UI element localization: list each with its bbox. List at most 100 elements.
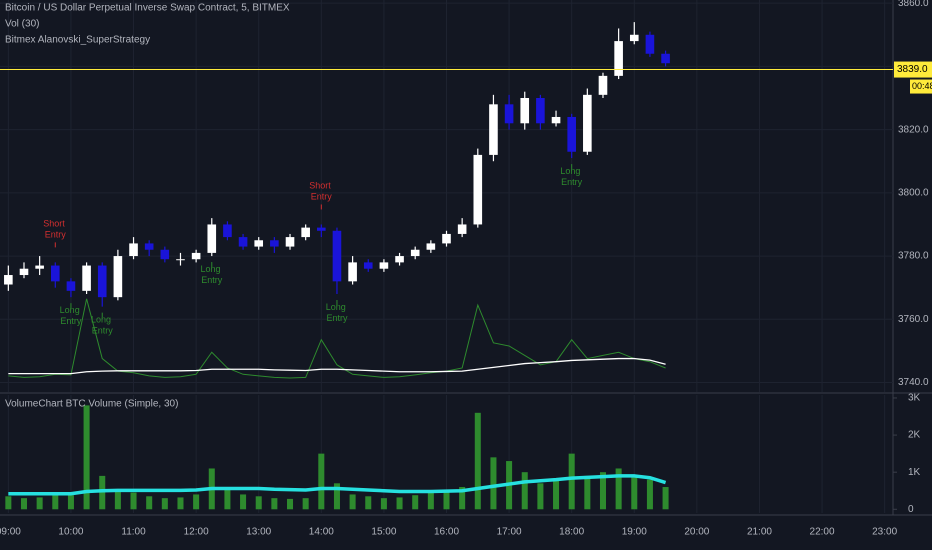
marks: Short Entry Long Entry Long Entry Long Entr… [4,22,670,510]
candle-body [332,230,342,282]
x-tick-label: 23:00 [872,527,897,538]
annotation: Short Entry [43,219,67,240]
candle-body [363,262,373,269]
volume-bar [412,495,419,510]
candle-body [661,53,670,64]
volume-bar [474,412,481,510]
candle-body [19,268,29,276]
candle-body [410,249,420,257]
chart-title: Bitcoin / US Dollar Perpetual Inverse Sw… [5,3,290,14]
annotation: Long Entry [91,315,114,336]
candle-body [238,237,248,247]
volume-bar [20,498,28,510]
candle-body [598,75,608,95]
candle-body [35,265,44,269]
volume-bar [521,472,528,510]
volume-bar [224,487,231,510]
volume-bar [287,498,294,510]
volume-bar [584,475,591,510]
volume-bar [537,483,544,510]
candle-body [270,240,279,247]
y-tick-label: 3760.0 [898,314,929,325]
candle-body [50,265,60,282]
y-tick-label: 3K [908,393,921,404]
candle-body [520,98,530,124]
y-tick-label: 3740.0 [898,377,929,388]
countdown-box [910,79,932,94]
x-tick-label: 13:00 [246,527,271,538]
volume-bar [99,475,106,510]
last-price-label: 3839.0 [897,64,928,75]
candle-body [583,94,592,152]
y-tick-label: 2K [908,430,921,441]
x-tick-label: 18:00 [559,527,584,538]
y-tick-label: 3800.0 [898,187,929,198]
y-tick-label: 3820.0 [898,124,929,135]
volume-bar [615,468,622,510]
candle-body [629,34,639,42]
x-tick-label: 09:00 [0,527,21,538]
y-tick-label: 3780.0 [898,251,929,262]
candle-body [254,240,264,247]
x-tick-label: 21:00 [747,527,772,538]
volume-bar [193,494,200,510]
annotation: Long Entry [201,264,224,285]
volume-bar [52,494,59,510]
x-tick-label: 12:00 [184,527,209,538]
indicator-label: Bitmex Alanovski_SuperStrategy [5,35,150,46]
volume-ma-line [8,474,667,496]
volume-bar [318,453,325,510]
candle-body [489,104,498,155]
annotation: Short Entry [309,181,333,202]
candle-body [426,243,436,250]
volume-bar [130,492,137,510]
x-tick-label: 11:00 [121,527,146,538]
candle-body [348,262,357,282]
candle-body [4,275,13,285]
candle-body [301,227,310,238]
volume-bar [67,495,74,510]
x-tick-label: 10:00 [58,527,83,538]
x-tick-label: 15:00 [371,527,396,538]
volume-bar [333,483,340,510]
candle-body [614,41,623,76]
candle-body [567,116,576,152]
candle-body [442,233,451,244]
candle-body [129,243,138,257]
volume-bar [5,496,12,510]
volume-bar [459,487,466,510]
volume-bar [146,496,153,510]
x-tick-label: 20:00 [684,527,709,538]
volume-bar [302,498,309,510]
volume-bar [177,497,184,510]
x-tick-label: 16:00 [434,527,459,538]
volume-title: VolumeChart BTC Volume (Simple, 30) [5,399,178,410]
y-tick-label: 0 [908,504,914,515]
volume-bar [443,490,450,510]
countdown-label: 00:48 [912,81,932,91]
candle-body [379,262,389,269]
x-tick-label: 14:00 [309,527,334,538]
volume-bar [114,490,121,510]
x-tick-label: 22:00 [810,527,835,538]
volume-bar [83,405,90,510]
y-tick-label: 3860.0 [898,0,929,9]
volume-bar [271,498,278,510]
candle-body [66,281,76,291]
candle-body [395,256,404,263]
annotation: Long Entry [60,306,83,327]
volume-bar [631,475,638,510]
candle-body [160,249,170,260]
x-tick-label: 19:00 [622,527,647,538]
indicator-label: Vol (30) [5,19,39,30]
candle-body [285,237,295,247]
x-tick-label: 17:00 [497,527,522,538]
annotation: Long Entry [326,302,349,323]
volume-bar [365,496,372,510]
candle-body [645,34,655,54]
volume-bar [161,498,168,510]
y-tick-label: 1K [908,467,921,478]
candle-body [176,259,185,261]
